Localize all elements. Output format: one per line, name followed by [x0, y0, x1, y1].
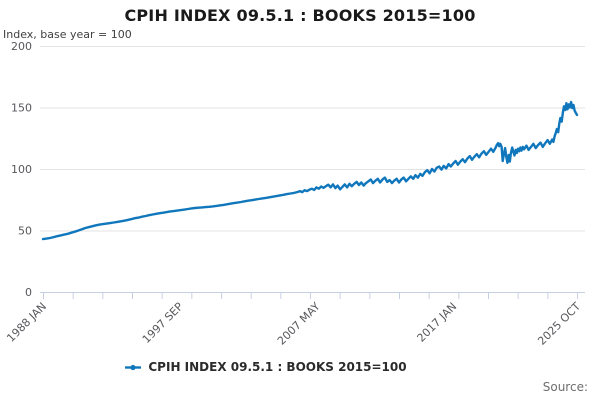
legend-label: CPIH INDEX 09.5.1 : BOOKS 2015=100 — [148, 360, 407, 374]
legend-item-cpih-books[interactable]: CPIH INDEX 09.5.1 : BOOKS 2015=100 — [125, 360, 407, 374]
legend: CPIH INDEX 09.5.1 : BOOKS 2015=100 — [0, 360, 600, 374]
x-axis-label: 2007 MAY — [275, 300, 323, 348]
x-axis-label: 1997 SEP — [140, 300, 186, 346]
chart-title: CPIH INDEX 09.5.1 : BOOKS 2015=100 — [124, 6, 476, 25]
y-axis-label: 100 — [11, 163, 32, 176]
x-axis-label: 2025 OCT — [535, 300, 583, 348]
x-axis-label: 1988 JAN — [4, 300, 49, 345]
y-axis-label: 0 — [25, 286, 32, 299]
legend-line-marker-icon — [125, 364, 142, 370]
y-axis-label: 150 — [11, 102, 32, 115]
y-axis-label: 50 — [18, 225, 32, 238]
y-axis-label: 200 — [11, 40, 32, 53]
line-chart: 0 50 100 150 200 1988 JAN 1997 SEP 2007 MAY 2017… — [4, 40, 585, 348]
chart-subtitle: Index, base year = 100 — [3, 28, 132, 41]
source-label: Source: — [542, 380, 588, 394]
x-axis-label: 2017 JAN — [415, 300, 460, 345]
series-line — [41, 100, 579, 241]
